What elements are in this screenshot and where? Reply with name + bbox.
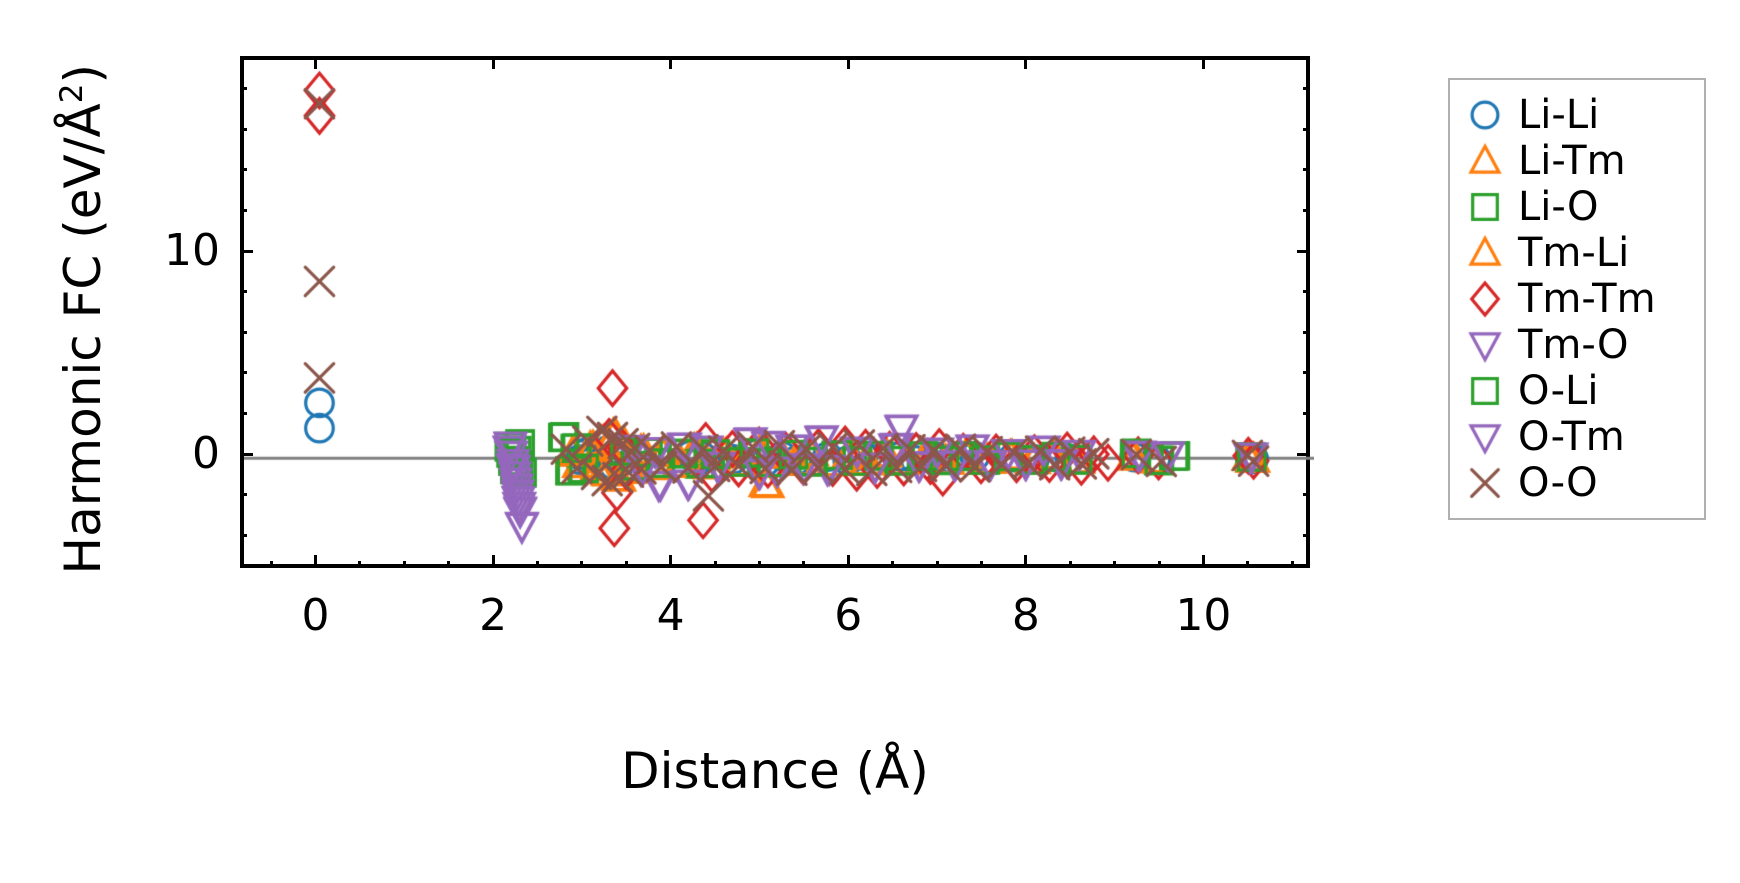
y-tick-major	[240, 249, 253, 253]
legend-item-label: Li-Tm	[1518, 138, 1626, 184]
x-tick-minor	[935, 561, 939, 568]
y-tick-right-minor	[1303, 127, 1310, 131]
x-tick-top	[313, 56, 317, 69]
x-tick-major	[1024, 555, 1028, 568]
y-tick-minor	[240, 127, 247, 131]
scatter-canvas	[244, 60, 1314, 572]
legend-item-o-li[interactable]: O-Li	[1458, 368, 1694, 414]
x-tick-minor	[580, 561, 584, 568]
x-tick-major	[846, 555, 850, 568]
y-tick-right	[1297, 452, 1310, 456]
y-tick-label: 10	[164, 225, 220, 277]
y-tick-right-minor	[1303, 168, 1310, 172]
legend-item-label: Li-O	[1518, 184, 1599, 230]
legend-item-li-tm[interactable]: Li-Tm	[1458, 138, 1694, 184]
y-tick-right	[1297, 249, 1310, 253]
x-tick-minor	[1246, 561, 1250, 568]
triangle-down-icon	[1458, 322, 1512, 368]
y-tick-minor	[240, 412, 247, 416]
x-tick-minor	[269, 561, 273, 568]
y-tick-right-minor	[1303, 493, 1310, 497]
legend-item-tm-li[interactable]: Tm-Li	[1458, 230, 1694, 276]
triangle-up-icon	[1458, 138, 1512, 184]
legend-item-label: Tm-Li	[1518, 230, 1630, 276]
x-tick-minor	[802, 561, 806, 568]
plot-area	[240, 56, 1314, 572]
diamond-icon	[1458, 276, 1512, 322]
x-tick-label: 4	[656, 590, 685, 641]
x-tick-top	[1201, 56, 1205, 69]
x-tick-minor	[757, 561, 761, 568]
x-tick-minor	[1113, 561, 1117, 568]
x-tick-major	[669, 555, 673, 568]
legend: Li-Li Li-Tm Li-O Tm-Li Tm-Tm Tm-O O-Li O-Tm O-O	[1448, 78, 1706, 520]
y-tick-right-minor	[1303, 208, 1310, 212]
y-tick-minor	[240, 330, 247, 334]
y-tick-right-minor	[1303, 533, 1310, 537]
y-axis-title: Harmonic FC (eV/Å2)	[53, 9, 112, 629]
x-icon	[1458, 460, 1512, 506]
legend-item-li-li[interactable]: Li-Li	[1458, 92, 1694, 138]
legend-item-tm-tm[interactable]: Tm-Tm	[1458, 276, 1694, 322]
x-tick-label: 6	[834, 590, 863, 641]
y-tick-minor	[240, 208, 247, 212]
y-tick-right-minor	[1303, 290, 1310, 294]
x-tick-minor	[535, 561, 539, 568]
y-tick-right-minor	[1303, 330, 1310, 334]
triangle-down-icon	[1458, 414, 1512, 460]
x-tick-top	[491, 56, 495, 69]
y-axis-title-exponent: 2	[54, 83, 91, 104]
x-tick-minor	[1068, 561, 1072, 568]
x-tick-minor	[713, 561, 717, 568]
x-tick-minor	[402, 561, 406, 568]
x-tick-top	[669, 56, 673, 69]
legend-item-o-tm[interactable]: O-Tm	[1458, 414, 1694, 460]
y-tick-right-minor	[1303, 412, 1310, 416]
x-axis-title: Distance (Å)	[621, 742, 929, 800]
x-tick-minor	[891, 561, 895, 568]
square-icon	[1458, 184, 1512, 230]
x-tick-major	[491, 555, 495, 568]
triangle-up-icon	[1458, 230, 1512, 276]
legend-item-label: Tm-Tm	[1518, 276, 1656, 322]
legend-item-label: O-Li	[1518, 368, 1599, 414]
x-tick-major	[1201, 555, 1205, 568]
legend-item-o-o[interactable]: O-O	[1458, 460, 1694, 506]
y-axis-title-suffix: )	[53, 64, 112, 84]
y-tick-minor	[240, 290, 247, 294]
y-axis-title-prefix: Harmonic FC (eV/Å	[53, 103, 112, 575]
x-tick-minor	[1290, 561, 1294, 568]
x-tick-label: 2	[479, 590, 508, 641]
legend-item-label: O-O	[1518, 460, 1598, 506]
y-tick-right-minor	[1303, 87, 1310, 90]
x-tick-major	[313, 555, 317, 568]
y-tick-minor	[240, 493, 247, 497]
y-tick-minor	[240, 371, 247, 375]
x-tick-label: 8	[1011, 590, 1040, 641]
x-tick-minor	[447, 561, 451, 568]
legend-item-tm-o[interactable]: Tm-O	[1458, 322, 1694, 368]
legend-item-li-o[interactable]: Li-O	[1458, 184, 1694, 230]
x-tick-minor	[624, 561, 628, 568]
x-tick-label: 0	[301, 590, 330, 641]
y-tick-major	[240, 452, 253, 456]
legend-item-label: O-Tm	[1518, 414, 1625, 460]
square-icon	[1458, 368, 1512, 414]
x-tick-minor	[979, 561, 983, 568]
x-tick-label: 10	[1175, 590, 1232, 641]
x-tick-minor	[1157, 561, 1161, 568]
y-tick-label: 0	[192, 428, 220, 480]
x-tick-top	[1024, 56, 1028, 69]
y-tick-minor	[240, 168, 247, 172]
y-tick-minor	[240, 87, 247, 90]
circle-icon	[1458, 92, 1512, 138]
legend-item-label: Li-Li	[1518, 92, 1600, 138]
legend-item-label: Tm-O	[1518, 322, 1629, 368]
x-tick-minor	[358, 561, 362, 568]
y-tick-right-minor	[1303, 371, 1310, 375]
y-tick-minor	[240, 533, 247, 537]
x-tick-top	[846, 56, 850, 69]
